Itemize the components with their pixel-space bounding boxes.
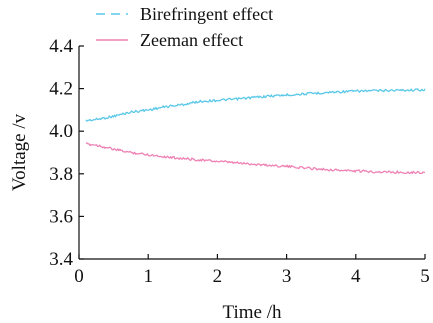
series-line-0: [85, 88, 426, 122]
y-tick-label: 4.4: [49, 36, 73, 57]
y-tick-label: 3.6: [49, 206, 73, 227]
x-tick-label: 5: [420, 266, 430, 287]
legend-label: Zeeman effect: [140, 30, 243, 50]
y-axis-title: Voltage /v: [9, 113, 30, 191]
x-axis-title: Time /h: [223, 302, 282, 323]
series-line-1: [85, 142, 426, 175]
y-tick-label: 4.2: [49, 79, 73, 100]
x-tick-label: 2: [213, 266, 223, 287]
y-tick-label: 3.8: [49, 164, 73, 185]
x-tick-label: 3: [282, 266, 292, 287]
y-tick-label: 4.0: [49, 121, 73, 142]
y-tick-label: 3.4: [49, 249, 73, 270]
x-tick-label: 1: [143, 266, 153, 287]
legend-label: Birefringent effect: [140, 4, 273, 24]
x-tick-label: 0: [74, 266, 84, 287]
x-tick-label: 4: [351, 266, 361, 287]
